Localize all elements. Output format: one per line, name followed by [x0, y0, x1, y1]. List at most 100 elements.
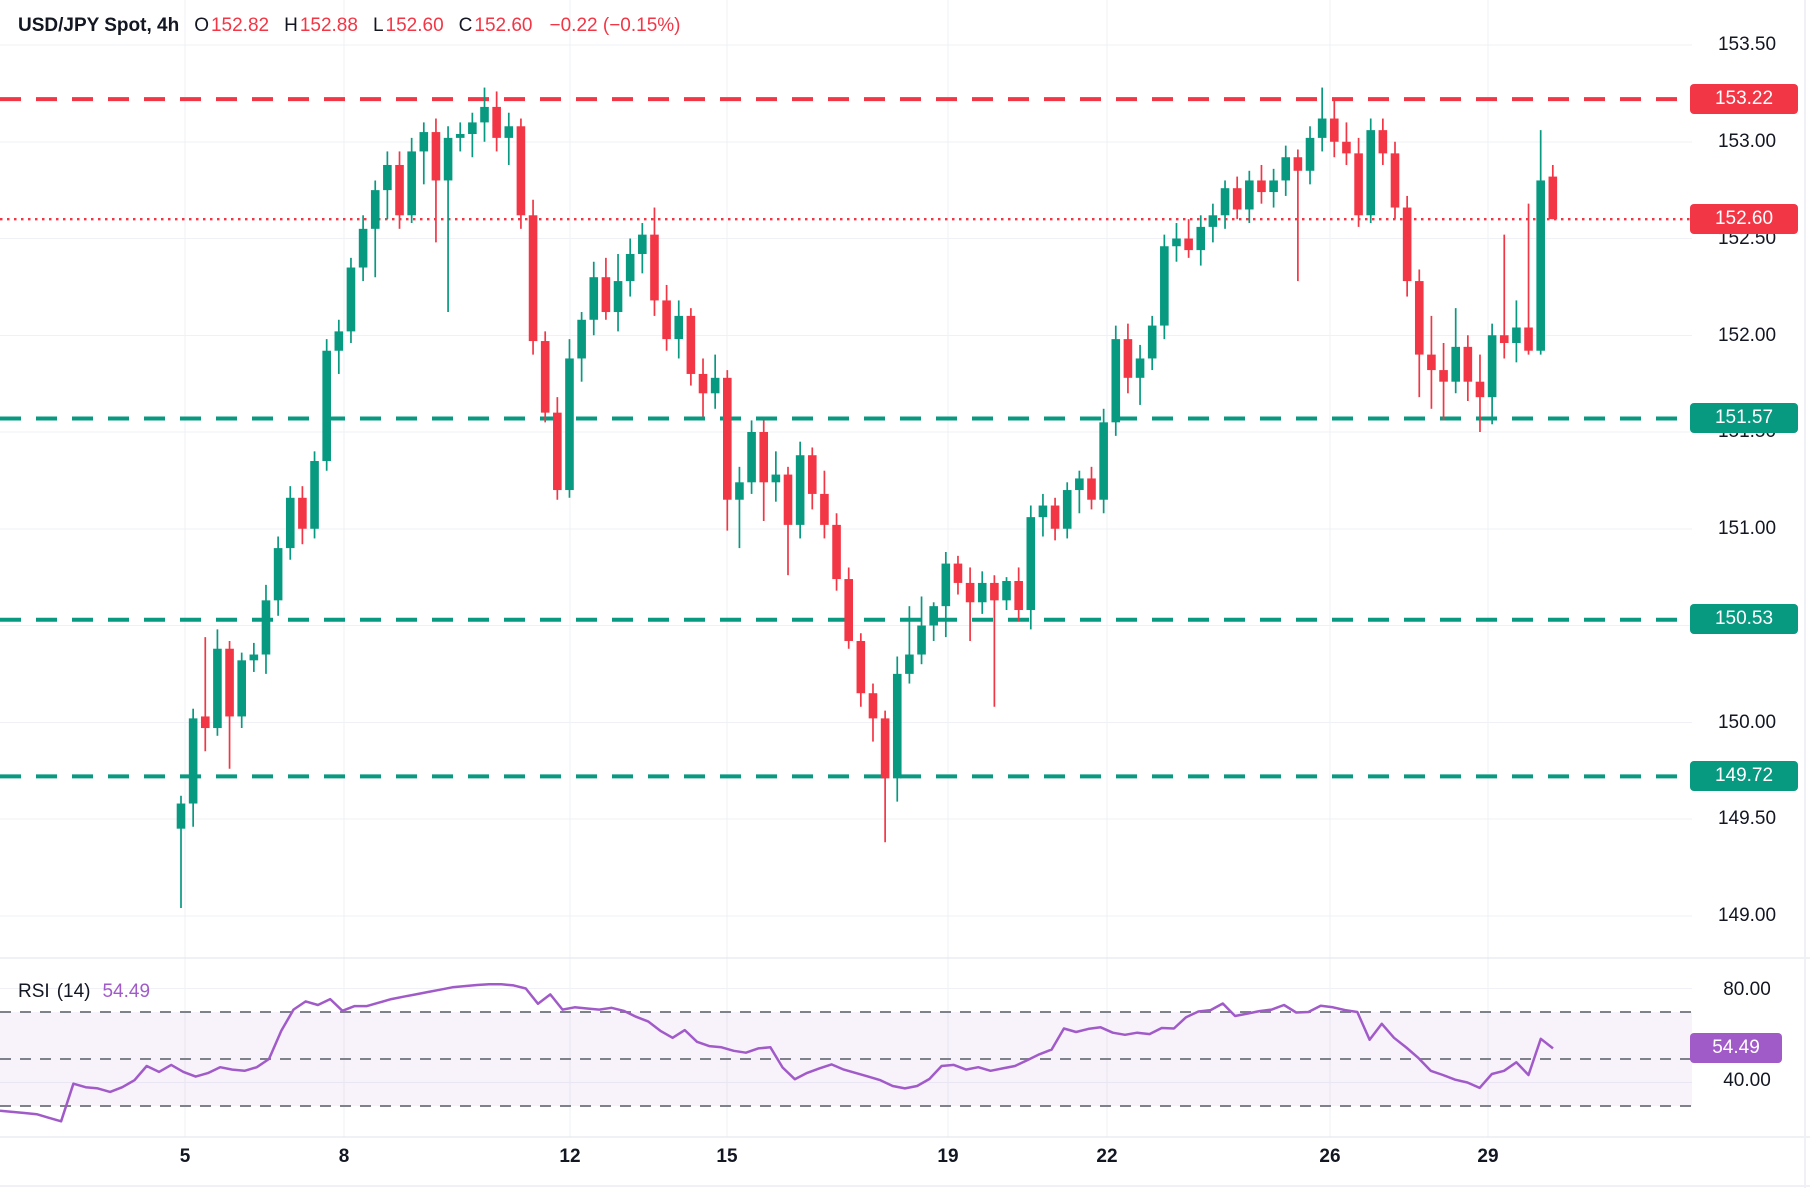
candle-body: [905, 654, 914, 674]
rsi-value: 54.49: [102, 981, 151, 1002]
candle-body: [832, 524, 841, 580]
time-axis-label: 26: [1319, 1146, 1341, 1167]
candle-body: [492, 106, 501, 138]
candle-body: [977, 582, 987, 603]
candle-body: [419, 132, 429, 152]
ohlc-high: H 152.88: [284, 14, 358, 38]
candle-body: [613, 281, 623, 313]
rsi-axis-label: 80.00: [1723, 979, 1771, 1000]
price-axis-label: 151.00: [1717, 518, 1777, 539]
candle-body: [638, 234, 647, 254]
candle-body: [1281, 157, 1291, 181]
price-axis-label: 152.00: [1717, 325, 1777, 346]
candle-body: [1257, 180, 1266, 193]
candle-body: [856, 640, 866, 694]
candle-body: [176, 803, 186, 829]
candle-body: [1305, 137, 1315, 171]
candle-body: [1366, 130, 1376, 216]
candle-body: [1184, 238, 1193, 251]
symbol-title[interactable]: USD/JPY Spot, 4h: [18, 15, 180, 36]
candle-body: [1378, 130, 1388, 154]
change-value: −0.22 (−0.15%): [549, 15, 681, 36]
candle-body: [213, 648, 222, 729]
candle-body: [540, 341, 550, 413]
candle-body: [298, 497, 307, 529]
candle-body: [929, 606, 938, 626]
candle-body: [1317, 118, 1327, 138]
price-axis-label: 149.00: [1717, 905, 1777, 926]
candle-body: [249, 654, 259, 661]
price-axis-label: 150.00: [1717, 712, 1777, 733]
candle-body: [1111, 339, 1121, 423]
candle-body: [1269, 180, 1278, 193]
rsi-axis-label: 40.00: [1723, 1070, 1771, 1091]
candle-body: [322, 350, 331, 462]
candle-body: [844, 579, 853, 641]
candle-body: [1451, 346, 1460, 382]
candle-body: [807, 455, 817, 494]
rsi-value-badge: 54.49: [1690, 1033, 1782, 1063]
candle-body: [1548, 176, 1558, 220]
candle-body: [455, 134, 465, 138]
candle-body: [1026, 517, 1036, 611]
price-level-badge: 153.22: [1690, 84, 1798, 114]
candle-body: [1402, 207, 1412, 282]
close-label: C: [458, 15, 473, 36]
candle-body: [892, 673, 902, 779]
candle-body: [917, 625, 926, 655]
candle-body: [953, 563, 963, 583]
candle-body: [1002, 580, 1011, 601]
candle-body: [1512, 327, 1521, 343]
candle-body: [698, 373, 708, 394]
time-axis-label: 12: [559, 1146, 581, 1167]
candle-body: [1463, 346, 1473, 382]
ohlc-low: L 152.60: [373, 14, 444, 38]
candle-body: [723, 377, 732, 500]
candle-body: [1123, 339, 1133, 378]
high-value: 152.88: [299, 15, 358, 36]
candle-body: [1390, 153, 1400, 208]
close-value: 152.60: [474, 15, 533, 36]
candle-body: [285, 497, 295, 549]
candle-body: [990, 582, 999, 601]
candle-body: [1062, 490, 1072, 529]
candle-body: [273, 548, 283, 601]
price-level-badge: 152.60: [1690, 204, 1798, 234]
candle-body: [1135, 358, 1145, 378]
candle-body: [261, 600, 271, 655]
candle-body: [735, 482, 744, 500]
candle-body: [1354, 153, 1363, 216]
candle-body: [601, 277, 611, 313]
candle-body: [783, 474, 793, 525]
rsi-title: RSI: [18, 981, 50, 1002]
candle-body: [1147, 325, 1157, 359]
candle-body: [1342, 141, 1351, 154]
rsi-indicator-legend[interactable]: RSI (14) 54.49: [18, 980, 150, 1004]
ohlc-open: O 152.82: [194, 14, 269, 38]
time-axis-label: 19: [937, 1146, 959, 1167]
candle-body: [1293, 157, 1303, 171]
time-axis-label: 8: [338, 1146, 350, 1167]
candle-body: [674, 315, 684, 340]
time-axis-label: 29: [1477, 1146, 1499, 1167]
candle-body: [759, 432, 769, 483]
candle-body: [200, 716, 210, 729]
candle-body: [1099, 422, 1108, 500]
candle-body: [965, 582, 975, 603]
candle-body: [1208, 215, 1218, 227]
price-level-badge: 149.72: [1690, 761, 1798, 791]
candle-body: [1038, 505, 1048, 518]
high-label: H: [284, 15, 298, 36]
candle-body: [310, 461, 319, 529]
candle-body: [188, 718, 198, 804]
candle-body: [1220, 188, 1230, 216]
candle-body: [225, 648, 234, 717]
candle-body: [589, 277, 599, 320]
candle-body: [1087, 478, 1096, 500]
candle-body: [528, 215, 538, 342]
candle-body: [237, 660, 246, 717]
candle-body: [771, 474, 781, 483]
candle-body: [1427, 354, 1436, 371]
candle-body: [370, 190, 380, 229]
